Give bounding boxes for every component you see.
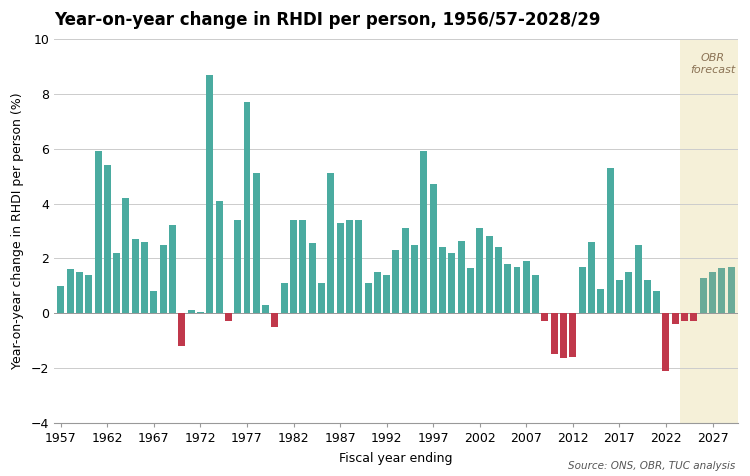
Bar <box>188 310 195 313</box>
Bar <box>467 268 474 313</box>
Bar <box>392 250 400 313</box>
Bar <box>197 312 204 313</box>
Bar <box>523 261 530 313</box>
X-axis label: Fiscal year ending: Fiscal year ending <box>339 452 453 465</box>
Bar <box>86 275 92 313</box>
Bar <box>430 184 436 313</box>
Bar <box>383 275 390 313</box>
Bar <box>728 267 734 313</box>
Bar <box>607 168 613 313</box>
Bar <box>94 151 101 313</box>
Bar <box>215 201 223 313</box>
Bar <box>653 291 660 313</box>
Bar <box>76 272 83 313</box>
Bar <box>588 242 595 313</box>
Bar <box>458 240 465 313</box>
Bar <box>402 228 409 313</box>
Bar <box>626 272 632 313</box>
Bar <box>346 220 353 313</box>
Bar <box>644 280 651 313</box>
Text: OBR
forecast: OBR forecast <box>690 53 735 75</box>
Bar <box>244 102 250 313</box>
Bar <box>253 173 260 313</box>
Bar <box>411 245 418 313</box>
Bar <box>122 198 130 313</box>
Bar <box>67 269 74 313</box>
Bar <box>262 305 269 313</box>
Bar <box>104 165 111 313</box>
Bar <box>141 242 148 313</box>
Bar <box>178 313 185 346</box>
Bar <box>680 39 738 423</box>
Bar <box>504 264 512 313</box>
Bar <box>672 313 679 324</box>
Bar <box>132 239 139 313</box>
Bar <box>448 253 455 313</box>
Bar <box>290 220 297 313</box>
Bar <box>550 313 558 354</box>
Bar <box>476 228 483 313</box>
Bar <box>681 313 688 321</box>
Bar <box>569 313 576 357</box>
Bar <box>318 283 325 313</box>
Bar <box>634 245 641 313</box>
Bar <box>700 278 706 313</box>
Bar <box>662 313 670 371</box>
Bar <box>579 267 586 313</box>
Text: Year-on-year change in RHDI per person, 1956/57-2028/29: Year-on-year change in RHDI per person, … <box>54 11 601 29</box>
Bar <box>280 283 288 313</box>
Bar <box>709 272 716 313</box>
Bar <box>113 253 120 313</box>
Bar <box>356 220 362 313</box>
Bar <box>514 267 520 313</box>
Text: Source: ONS, OBR, TUC analysis: Source: ONS, OBR, TUC analysis <box>568 461 735 471</box>
Bar <box>542 313 548 321</box>
Bar <box>495 248 502 313</box>
Bar <box>206 75 213 313</box>
Bar <box>57 286 64 313</box>
Bar <box>374 272 381 313</box>
Bar <box>169 226 176 313</box>
Bar <box>439 248 446 313</box>
Bar <box>364 283 371 313</box>
Bar <box>327 173 334 313</box>
Y-axis label: Year-on-year change in RHDI per person (%): Year-on-year change in RHDI per person (… <box>11 93 24 369</box>
Bar <box>299 220 306 313</box>
Bar <box>421 151 428 313</box>
Bar <box>616 280 623 313</box>
Bar <box>718 268 725 313</box>
Bar <box>597 288 604 313</box>
Bar <box>691 313 698 321</box>
Bar <box>234 220 242 313</box>
Bar <box>151 291 157 313</box>
Bar <box>272 313 278 327</box>
Bar <box>309 243 316 313</box>
Bar <box>485 237 493 313</box>
Bar <box>160 245 166 313</box>
Bar <box>532 275 539 313</box>
Bar <box>560 313 567 358</box>
Bar <box>337 223 344 313</box>
Bar <box>225 313 232 321</box>
